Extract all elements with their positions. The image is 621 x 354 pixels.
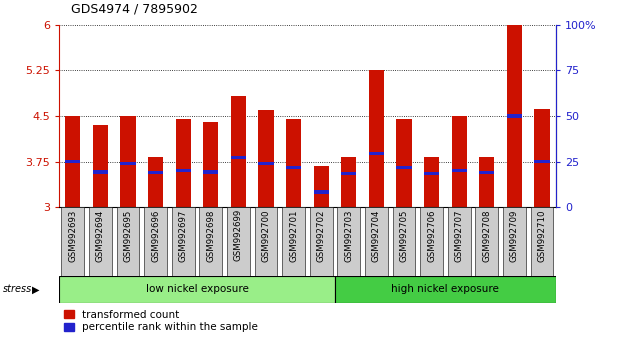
Bar <box>176 119 191 207</box>
FancyBboxPatch shape <box>144 207 167 276</box>
Bar <box>341 157 356 207</box>
FancyBboxPatch shape <box>420 207 443 276</box>
Bar <box>424 157 439 207</box>
Text: GSM992700: GSM992700 <box>261 209 271 262</box>
Text: GSM992706: GSM992706 <box>427 209 436 262</box>
Bar <box>148 157 163 207</box>
Bar <box>535 160 550 163</box>
Bar <box>535 109 550 207</box>
Bar <box>396 119 412 207</box>
Text: GSM992707: GSM992707 <box>455 209 464 262</box>
Text: GSM992702: GSM992702 <box>317 209 325 262</box>
Text: high nickel exposure: high nickel exposure <box>391 284 499 295</box>
FancyBboxPatch shape <box>227 207 250 276</box>
FancyBboxPatch shape <box>172 207 194 276</box>
Text: GSM992710: GSM992710 <box>538 209 546 262</box>
FancyBboxPatch shape <box>59 276 335 303</box>
FancyBboxPatch shape <box>503 207 526 276</box>
Bar <box>203 122 219 207</box>
Bar <box>451 169 467 172</box>
FancyBboxPatch shape <box>531 207 553 276</box>
FancyBboxPatch shape <box>476 207 498 276</box>
FancyBboxPatch shape <box>117 207 139 276</box>
Bar <box>120 116 135 207</box>
Bar <box>258 162 274 165</box>
Bar <box>314 190 329 194</box>
Text: GSM992705: GSM992705 <box>399 209 409 262</box>
Text: GSM992695: GSM992695 <box>124 209 132 262</box>
FancyBboxPatch shape <box>335 276 556 303</box>
Bar <box>396 166 412 169</box>
Text: GSM992708: GSM992708 <box>483 209 491 262</box>
Text: GSM992709: GSM992709 <box>510 209 519 262</box>
FancyBboxPatch shape <box>337 207 360 276</box>
Bar <box>203 170 219 173</box>
Bar <box>451 116 467 207</box>
Text: GSM992696: GSM992696 <box>151 209 160 262</box>
Bar <box>148 171 163 174</box>
Bar <box>507 114 522 118</box>
Bar <box>369 70 384 207</box>
Text: GSM992704: GSM992704 <box>372 209 381 262</box>
FancyBboxPatch shape <box>365 207 388 276</box>
Text: GSM992693: GSM992693 <box>68 209 77 262</box>
Legend: transformed count, percentile rank within the sample: transformed count, percentile rank withi… <box>64 310 258 332</box>
Text: GSM992698: GSM992698 <box>206 209 215 262</box>
Bar <box>286 119 301 207</box>
Text: GSM992699: GSM992699 <box>234 209 243 261</box>
Bar <box>231 97 246 207</box>
Bar <box>65 160 80 163</box>
FancyBboxPatch shape <box>392 207 415 276</box>
Text: GSM992703: GSM992703 <box>344 209 353 262</box>
FancyBboxPatch shape <box>199 207 222 276</box>
FancyBboxPatch shape <box>283 207 305 276</box>
Bar <box>341 172 356 175</box>
Bar <box>314 166 329 207</box>
Bar <box>507 25 522 207</box>
Text: GSM992701: GSM992701 <box>289 209 298 262</box>
Bar <box>286 166 301 169</box>
Text: GDS4974 / 7895902: GDS4974 / 7895902 <box>71 3 198 16</box>
Bar <box>369 152 384 155</box>
Bar <box>93 170 108 173</box>
Bar <box>258 110 274 207</box>
FancyBboxPatch shape <box>89 207 112 276</box>
Text: stress: stress <box>3 284 32 295</box>
Bar <box>93 125 108 207</box>
Bar <box>231 156 246 159</box>
FancyBboxPatch shape <box>61 207 84 276</box>
Bar <box>479 157 494 207</box>
Bar <box>65 116 80 207</box>
Text: low nickel exposure: low nickel exposure <box>145 284 248 295</box>
FancyBboxPatch shape <box>255 207 278 276</box>
Bar <box>176 169 191 172</box>
FancyBboxPatch shape <box>448 207 471 276</box>
Text: GSM992697: GSM992697 <box>179 209 188 262</box>
Bar <box>120 162 135 165</box>
Text: ▶: ▶ <box>32 284 40 295</box>
FancyBboxPatch shape <box>310 207 332 276</box>
Text: GSM992694: GSM992694 <box>96 209 105 262</box>
Bar <box>424 172 439 175</box>
Bar <box>479 171 494 174</box>
